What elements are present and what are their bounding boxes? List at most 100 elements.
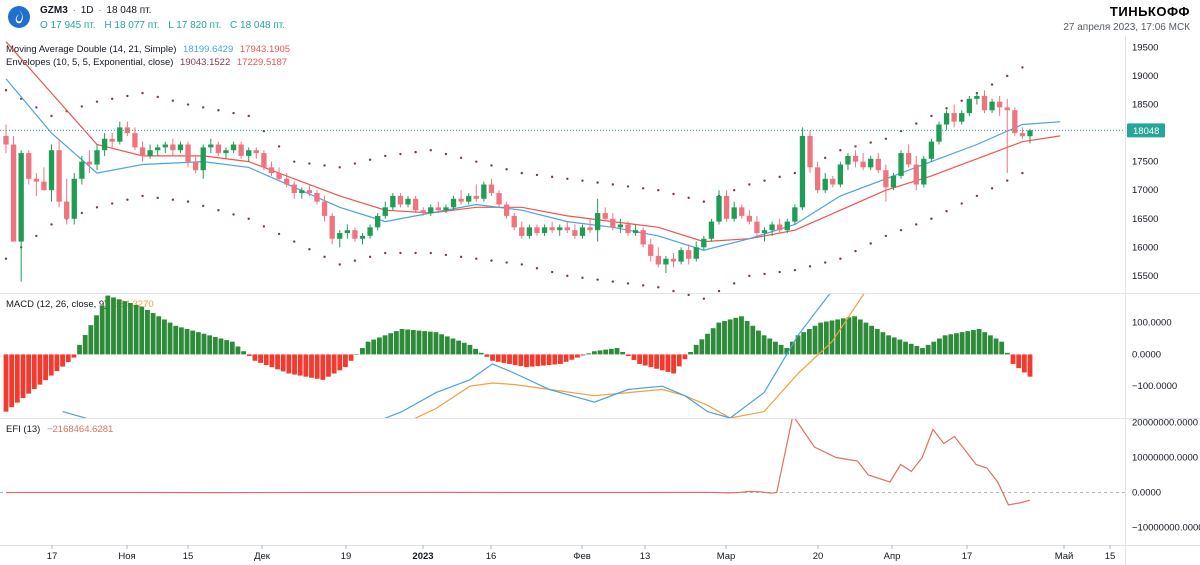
time-tick-label: 15 [183, 551, 194, 562]
candle-body [314, 193, 320, 202]
candle-body [959, 113, 965, 122]
candle-body [276, 173, 282, 179]
macd-histogram-bar [473, 348, 478, 355]
candle-body [663, 258, 669, 265]
interval-label[interactable]: 1D [80, 5, 94, 16]
candle-body [761, 230, 768, 234]
macd-histogram-bar [178, 327, 184, 355]
macd-histogram-bar [99, 305, 105, 355]
indicator-legend-ma[interactable]: Moving Average Double (14, 21, Simple) 1… [6, 44, 290, 55]
candlesticks [0, 90, 1125, 282]
macd-histogram-bar [326, 354, 331, 377]
macd-histogram-bar [727, 319, 733, 355]
envelope-upper-dot [323, 164, 326, 167]
macd-histogram-bar [133, 304, 139, 355]
macd-histogram-bar [891, 337, 897, 355]
macd-histogram-bar [637, 354, 643, 364]
macd-histogram-bar [965, 331, 971, 355]
envelope-upper-dot [581, 179, 584, 182]
candle-body [519, 227, 525, 236]
macd-histogram-bar [65, 354, 71, 363]
macd-histogram-bar [971, 330, 976, 355]
envelope-lower-dot [293, 240, 296, 243]
macd-histogram-bar [682, 354, 688, 360]
macd-histogram-bar [552, 354, 558, 365]
envelope-lower-dot [581, 276, 584, 279]
candle-body [223, 150, 229, 154]
candle-body [375, 215, 381, 228]
envelope-lower-dot [793, 268, 797, 272]
macd-histogram-bar [444, 336, 450, 355]
efi-tick-label: 0.0000 [1132, 488, 1161, 499]
indicator-legend-efi[interactable]: EFI (13) −2168464.6281 [6, 424, 113, 435]
macd-histogram-bar [229, 341, 235, 355]
candle-body [936, 124, 942, 142]
envelope-lower-dot [778, 270, 781, 274]
envelope-lower-dot [323, 255, 326, 259]
macd-histogram-bar [263, 354, 269, 366]
indicator-legend-envelopes[interactable]: Envelopes (10, 5, 5, Exponential, close)… [6, 57, 287, 68]
macd-histogram-bar [195, 332, 201, 355]
macd-histogram-bar [280, 354, 286, 372]
macd-histogram-bar [563, 354, 569, 362]
candle-body [246, 150, 252, 156]
candle-body [564, 227, 570, 231]
macd-histogram-bar [716, 322, 722, 355]
symbol-name[interactable]: GZM3 [40, 5, 68, 16]
envelope-lower-dot [945, 209, 948, 213]
macd-histogram-bar [354, 354, 360, 355]
envelope-lower-dot [247, 217, 250, 220]
macd-histogram-bar [999, 341, 1005, 355]
macd-histogram-bar [82, 335, 88, 355]
macd-histogram-bar [569, 354, 575, 360]
efi-tick-label: 10000000.0000 [1132, 453, 1198, 464]
axes: 1550016000165001700017500180001850019000… [47, 42, 1200, 562]
envelope-lower-dot [520, 263, 523, 266]
envelope-upper-dot [839, 149, 842, 152]
macd-histogram-bar [942, 335, 948, 355]
flame-icon [15, 10, 23, 24]
macd-histogram-bar [365, 341, 371, 355]
macd-histogram-bar [43, 354, 49, 381]
last-price-badge [1127, 123, 1165, 138]
macd-histogram-bar [456, 340, 462, 355]
macd-histogram-bar [852, 316, 858, 355]
candle-body [905, 153, 912, 165]
candle-body [898, 153, 904, 176]
ohlc-high-key: H [104, 20, 112, 31]
candle-body [412, 198, 419, 211]
macd-histogram-bar [756, 330, 761, 355]
envelope-upper-dot [232, 111, 235, 115]
envelope-upper-dot [308, 162, 311, 165]
candle-body [192, 161, 199, 171]
candle-body [208, 144, 214, 148]
candle-body [784, 221, 790, 231]
envelope-lower-dot [960, 202, 963, 205]
candle-body [155, 147, 161, 151]
candle-body [822, 178, 828, 191]
macd-histogram-bar [484, 354, 490, 357]
envelope-upper-dot [763, 179, 766, 182]
candle-body [625, 224, 631, 234]
macd-histogram-bar [976, 328, 982, 355]
envelope-upper-dot [960, 99, 963, 102]
indicator-legend-macd[interactable]: MACD (12, 26, close, 9) 354.3270 [6, 299, 154, 310]
candle-body [291, 184, 297, 194]
macd-histogram-bar [823, 321, 829, 355]
efi-tick-label: −10000000.0000 [1132, 523, 1200, 534]
candle-body [921, 158, 927, 185]
env-lower-value: 17229.5187 [236, 57, 288, 68]
envelope-upper-dot [414, 150, 417, 154]
candle-body [185, 144, 191, 162]
candle-body [814, 167, 821, 191]
envelope-lower-dot [990, 187, 994, 190]
candle-body [337, 233, 343, 239]
candle-body [1019, 133, 1026, 137]
candle-body [648, 244, 654, 256]
macd-histogram-bar [886, 335, 891, 355]
envelope-lower-dot [915, 223, 918, 226]
macd-histogram-bar [857, 319, 863, 355]
macd-histogram-bar [224, 340, 230, 355]
candle-body [481, 184, 487, 199]
